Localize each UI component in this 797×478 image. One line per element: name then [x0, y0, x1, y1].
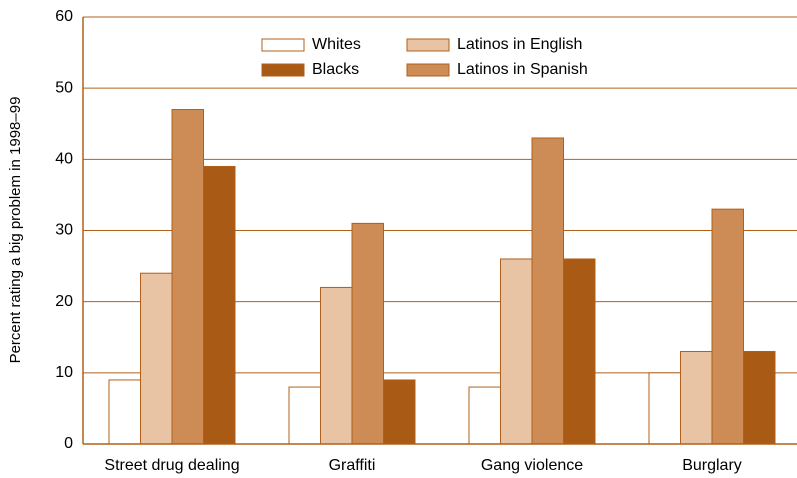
bar [468, 386, 501, 445]
bar [648, 372, 681, 445]
x-tick-label: Graffiti [329, 457, 376, 474]
x-tick-label: Street drug dealing [104, 457, 239, 474]
bar [288, 386, 321, 445]
y-tick-label: 50 [55, 79, 73, 96]
legend-swatch [261, 38, 305, 52]
bar [320, 286, 353, 445]
bar [531, 137, 564, 445]
y-tick-label: 40 [55, 151, 73, 168]
bar [140, 272, 173, 445]
legend-label: Latinos in Spanish [457, 61, 588, 78]
bar [743, 350, 776, 445]
y-tick-label: 0 [64, 435, 73, 452]
bar [351, 222, 384, 445]
legend-swatch [406, 63, 450, 77]
y-tick-label: 30 [55, 222, 73, 239]
legend-swatch [406, 38, 450, 52]
bar [500, 258, 533, 445]
legend-label: Blacks [312, 61, 359, 78]
bar [680, 350, 713, 445]
y-tick-label: 20 [55, 293, 73, 310]
x-tick-label: Gang violence [481, 457, 583, 474]
y-tick-label: 60 [55, 8, 73, 25]
x-tick-label: Burglary [682, 457, 742, 474]
legend-swatch [261, 63, 305, 77]
bar [203, 165, 236, 445]
y-axis-label: Percent rating a big problem in 1998–99 [7, 97, 24, 364]
bar [383, 379, 416, 445]
bar [563, 258, 596, 445]
bar [171, 109, 204, 445]
legend-label: Whites [312, 36, 361, 53]
legend-label: Latinos in English [457, 36, 582, 53]
bar [108, 379, 141, 445]
y-tick-label: 10 [55, 364, 73, 381]
bar [711, 208, 744, 445]
